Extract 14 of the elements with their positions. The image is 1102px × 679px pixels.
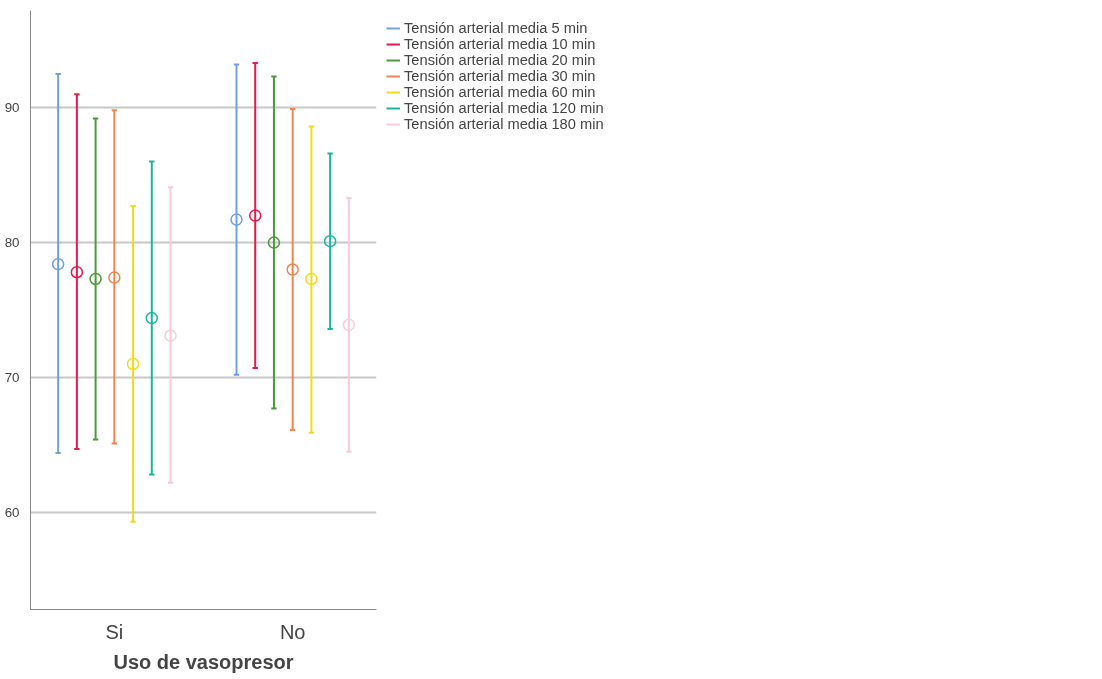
x-tick-label: Si: [105, 620, 124, 643]
legend-label: Tensión arterial media 60 min: [404, 84, 596, 100]
legend-label: Tensión arterial media 5 min: [404, 20, 588, 36]
y-tick-label: 60: [4, 504, 20, 520]
legend-label: Tensión arterial media 10 min: [404, 36, 596, 52]
y-tick-label: 80: [4, 235, 20, 251]
legend-label: Tensión arterial media 120 min: [404, 100, 604, 116]
y-tick-label: 70: [4, 369, 20, 385]
legend-label: Tensión arterial media 20 min: [404, 52, 596, 68]
y-tick-label: 90: [4, 100, 20, 116]
x-axis-title: Uso de vasopresor: [113, 650, 294, 673]
legend-label: Tensión arterial media 180 min: [404, 116, 604, 132]
x-tick-label: No: [279, 620, 306, 643]
legend-label: Tensión arterial media 30 min: [404, 68, 596, 84]
